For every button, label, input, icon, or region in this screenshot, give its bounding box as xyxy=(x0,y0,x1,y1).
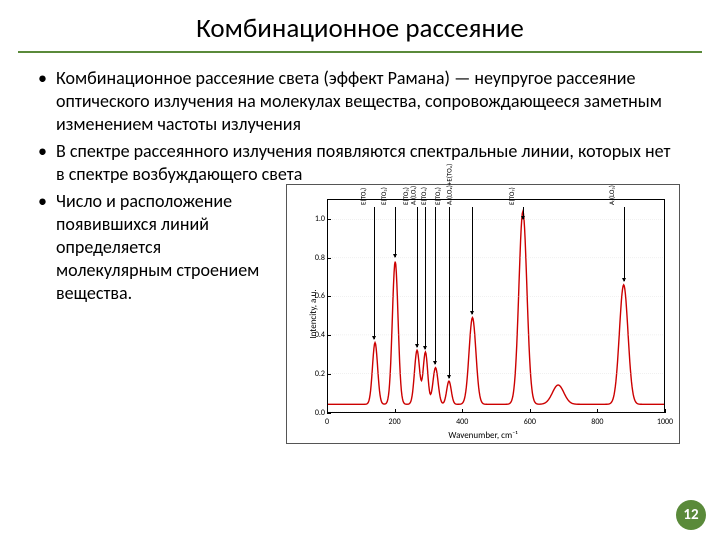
xtick-label: 200 xyxy=(389,417,401,427)
peak-arrow xyxy=(449,207,450,378)
xtick-label: 400 xyxy=(456,417,468,427)
xtick-label: 600 xyxy=(524,417,536,427)
xtick-label: 1000 xyxy=(657,417,673,427)
raman-spectrum-chart: Intencity, a.u. Wavenumber, cm⁻¹ 0.00.20… xyxy=(286,184,680,444)
bullet-3: Число и расположение появившихся линий о… xyxy=(56,190,286,305)
peak-label: A₁(LO₂)+E(TO₆) xyxy=(446,164,455,205)
peak-label: E(TO₅) xyxy=(434,187,443,205)
peak-arrow xyxy=(374,207,375,339)
peak-label: E(TO₁) xyxy=(360,188,369,205)
content-area: Комбинационное рассеяние света (эффект Р… xyxy=(0,67,720,444)
ytick-label: 1.0 xyxy=(309,213,325,223)
page-number-badge: 12 xyxy=(676,500,706,530)
bullet-1: Комбинационное рассеяние света (эффект Р… xyxy=(56,67,680,136)
peak-label: E(TO₂) xyxy=(380,187,389,205)
peak-label: A₁(LO₃) xyxy=(609,185,618,205)
xtick-label: 0 xyxy=(325,417,329,427)
peak-label: A₁(LO₁) xyxy=(409,186,418,205)
peak-arrow xyxy=(435,207,436,364)
title-underline xyxy=(18,51,702,53)
peak-arrow xyxy=(624,207,625,281)
chart-xlabel: Wavenumber, cm⁻¹ xyxy=(287,430,679,442)
slide-title: Комбинационное рассеяние xyxy=(0,0,720,51)
peak-arrow xyxy=(523,207,524,219)
ytick-label: 0.6 xyxy=(309,291,325,301)
ytick-label: 0.8 xyxy=(309,252,325,262)
bullet-2: В спектре рассеянного излучения появляют… xyxy=(56,140,680,186)
peak-arrow xyxy=(472,207,473,314)
spectrum-line xyxy=(328,200,664,412)
ytick-label: 0.2 xyxy=(309,369,325,379)
peak-label: E(TO₇) xyxy=(508,187,517,205)
ytick-label: 0.4 xyxy=(309,330,325,340)
peak-arrow xyxy=(395,207,396,257)
ytick-label: 0.0 xyxy=(309,408,325,418)
peak-arrow xyxy=(417,207,418,347)
peak-arrow xyxy=(425,207,426,349)
chart-plot-area xyxy=(327,199,665,413)
peak-label: E(TO₄) xyxy=(420,187,429,205)
xtick-label: 800 xyxy=(591,417,603,427)
